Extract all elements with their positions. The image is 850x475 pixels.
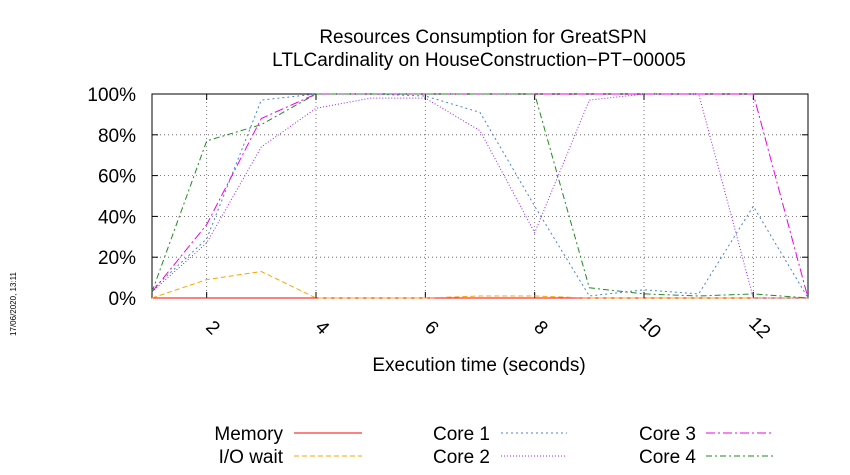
timestamp: 17/06/2020, 13:11	[9, 272, 18, 336]
x-tick-label: 6	[420, 317, 442, 339]
series-line-core-1	[151, 93, 809, 299]
chart-title: Resources Consumption for GreatSPN	[319, 27, 646, 48]
chart-subtitle: LTLCardinality on HouseConstruction−PT−0…	[272, 50, 686, 71]
y-tick-label: 80%	[98, 126, 136, 147]
legend-label-core-4: Core 4	[639, 447, 696, 468]
series-lines	[151, 93, 809, 299]
y-tick-label: 40%	[98, 207, 136, 228]
x-tick-label: 4	[311, 317, 334, 340]
legend-label-core-1: Core 1	[433, 424, 490, 445]
x-tick-label: 12	[744, 313, 774, 343]
y-tick-label: 0%	[109, 289, 137, 310]
legend-label-memory: Memory	[214, 424, 283, 445]
x-axis-label: Execution time (seconds)	[372, 355, 585, 376]
x-axis-ticks: 2 4 6 8 10 12	[201, 94, 774, 343]
y-tick-label: 60%	[98, 167, 136, 188]
legend-label-core-2: Core 2	[433, 447, 490, 468]
series-line-core-3	[151, 93, 809, 299]
series-line-i-o-wait	[151, 270, 808, 299]
y-tick-label: 100%	[87, 85, 136, 106]
y-tick-label: 20%	[98, 248, 136, 269]
legend-label-i-o-wait: I/O wait	[219, 447, 284, 468]
grid-lines	[152, 94, 808, 298]
plot-frame	[151, 93, 809, 299]
x-tick-label: 10	[635, 313, 665, 343]
x-tick-label: 2	[201, 317, 223, 339]
legend-label-core-3: Core 3	[639, 424, 696, 445]
series-line-core-2	[151, 93, 808, 299]
series-line-core-4	[151, 93, 809, 299]
x-tick-label: 8	[529, 317, 551, 339]
y-axis-ticks: 0% 20% 40% 60% 80% 100%	[87, 85, 808, 310]
